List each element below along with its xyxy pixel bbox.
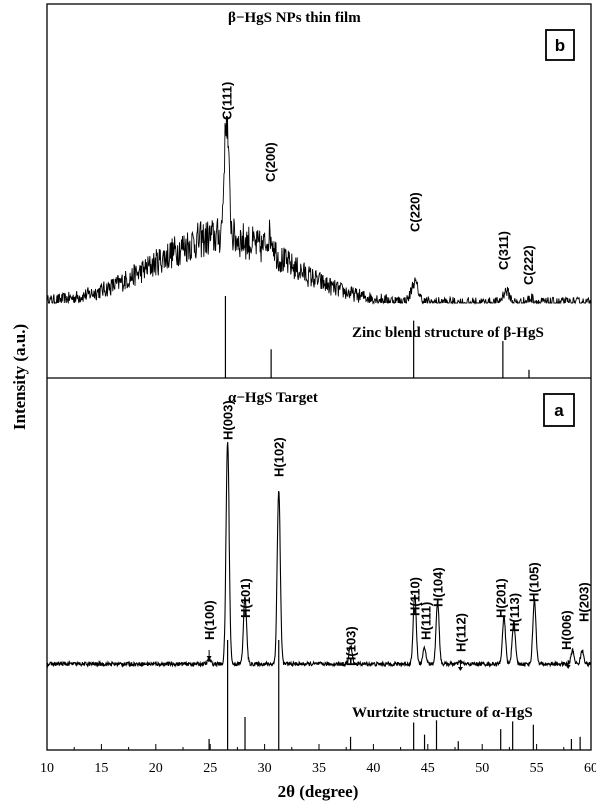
panel-a-peak-label: H(201) [494, 578, 509, 618]
y-axis-label: Intensity (a.u.) [10, 324, 29, 430]
x-axis-label: 2θ (degree) [278, 782, 359, 801]
x-tick-label: 25 [203, 761, 217, 776]
panel-b-curve [46, 115, 591, 305]
x-tick-label: 10 [40, 761, 54, 776]
x-tick-label: 45 [421, 761, 435, 776]
panel-b-peak-label: C(111) [220, 82, 235, 120]
panel-b-title: β−HgS NPs thin film [228, 10, 361, 26]
panel-a-peak-label: H(100) [202, 600, 217, 640]
panel-a-curve [46, 442, 592, 669]
panel-b-reference-label: Zinc blend structure of β-HgS [352, 325, 544, 341]
panel-b-peak-label: C(200) [263, 142, 278, 182]
x-tick-label: 20 [149, 761, 163, 776]
peak-arrow-head [457, 667, 463, 671]
panel-a-peak-label: H(006) [559, 610, 574, 650]
panel-a-peak-label: H(101) [238, 578, 253, 618]
peak-arrow-head [206, 656, 212, 660]
peak-arrow-head [565, 665, 571, 669]
panel-b-peak-label: C(220) [408, 192, 423, 232]
x-tick-label: 55 [530, 761, 544, 776]
panel-a-badge: a [543, 393, 575, 427]
panel-b-peak-label: C(311) [496, 231, 511, 270]
panel-a-peak-label: H(111) [419, 602, 434, 640]
panel-a-peak-label: H(103) [344, 626, 359, 666]
pattern-curves [46, 115, 592, 669]
reference-lines [208, 296, 581, 750]
x-axis-ticks: 10 15 20 25 30 35 40 45 50 55 60 [40, 744, 596, 776]
panel-a-title: α−HgS Target [228, 390, 318, 406]
x-tick-label: 60 [584, 761, 596, 776]
panel-a-peak-label: H(102) [272, 437, 287, 477]
svg-text:a: a [554, 401, 564, 420]
x-tick-label: 50 [475, 761, 489, 776]
panel-a-peak-label: H(112) [453, 613, 468, 652]
panel-a-peak-label: H(110) [408, 577, 423, 616]
x-tick-label: 15 [94, 761, 108, 776]
panel-b-peak-label: C(222) [521, 245, 536, 285]
panel-a-peak-label: H(113) [507, 593, 522, 632]
peak-labels: C(111) C(200) C(220) C(311) C(222) H(100) H(00… [202, 82, 591, 671]
x-tick-label: 35 [312, 761, 326, 776]
panel-a-peak-label: H(203) [576, 582, 591, 622]
panel-a-reference-label: Wurtzite structure of α-HgS [352, 705, 533, 721]
x-tick-label: 30 [258, 761, 272, 776]
panel-b-badge: b [545, 29, 575, 61]
panel-a-peak-label: H(003) [221, 400, 236, 440]
panel-a-peak-label: H(104) [431, 567, 446, 607]
plot-frame [46, 3, 592, 751]
svg-text:b: b [555, 36, 565, 55]
x-tick-label: 40 [366, 761, 380, 776]
panel-a-peak-label: H(105) [526, 562, 541, 602]
